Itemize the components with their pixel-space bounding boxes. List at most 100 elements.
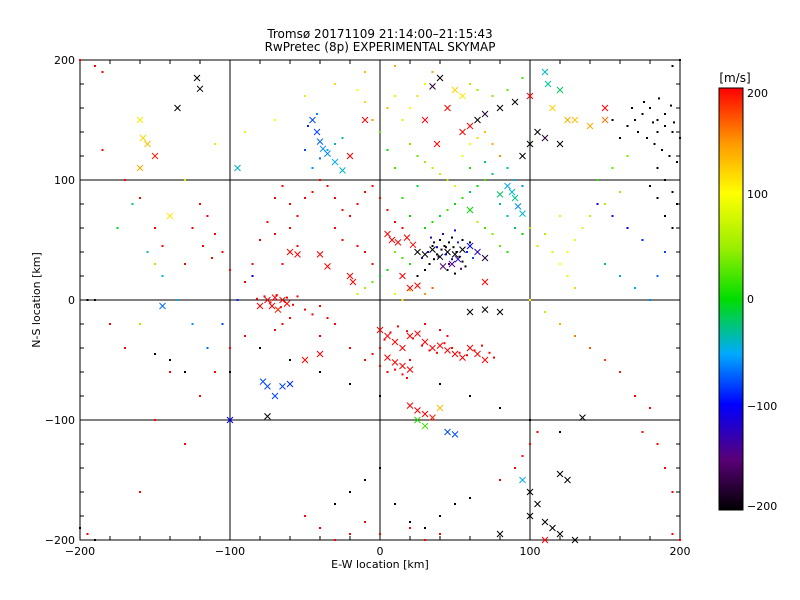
data-point-dot: [488, 351, 491, 354]
data-point-dot: [371, 185, 374, 187]
data-point-dot: [275, 294, 278, 297]
data-point-dot: [131, 203, 134, 205]
data-point-dot: [364, 191, 366, 193]
data-point-dot: [379, 197, 381, 199]
data-point-dot: [448, 263, 450, 265]
data-point-dot: [281, 185, 284, 187]
data-point-dot: [634, 395, 636, 397]
data-point-cross: [414, 416, 421, 424]
data-point-dot: [451, 347, 453, 349]
data-point-dot: [401, 227, 404, 229]
data-point-dot: [536, 245, 539, 247]
data-point-cross: [511, 194, 519, 202]
data-point-cross: [414, 248, 421, 256]
data-point-dot: [289, 227, 291, 229]
data-point-cross: [496, 308, 504, 316]
data-point-dot: [445, 253, 447, 256]
data-point-cross: [549, 104, 556, 112]
data-point-cross: [444, 428, 451, 436]
data-point-dot: [428, 349, 431, 352]
data-point-cross: [444, 347, 451, 354]
data-point-dot: [86, 533, 89, 535]
data-point-dot: [619, 371, 621, 373]
data-point-dot: [652, 121, 654, 124]
data-point-dot: [139, 197, 141, 199]
data-points: [79, 59, 681, 544]
data-point-dot: [319, 371, 321, 373]
data-point-dot: [472, 257, 474, 259]
data-point-cross: [601, 116, 609, 124]
data-point-dot: [296, 215, 299, 217]
data-point-cross: [403, 234, 411, 241]
data-point-dot: [529, 227, 531, 229]
data-point-dot: [124, 347, 126, 349]
data-point-dot: [626, 125, 629, 127]
data-point-cross: [481, 278, 489, 286]
data-point-cross: [346, 152, 354, 160]
data-point-dot: [409, 289, 411, 292]
data-point-dot: [679, 137, 681, 139]
data-point-dot: [416, 185, 419, 187]
data-point-dot: [566, 251, 569, 253]
data-point-dot: [469, 191, 471, 193]
data-point-dot: [506, 89, 509, 91]
data-point-dot: [469, 167, 471, 169]
data-point-dot: [319, 157, 321, 160]
data-point-dot: [274, 329, 276, 331]
data-point-dot: [281, 263, 284, 265]
data-point-cross: [384, 332, 391, 340]
data-point-cross: [564, 476, 571, 484]
data-point-dot: [383, 338, 386, 341]
data-point-dot: [244, 335, 246, 337]
data-point-dot: [379, 131, 381, 133]
data-point-dot: [559, 431, 561, 433]
data-point-dot: [334, 503, 336, 505]
data-point-dot: [544, 233, 546, 235]
data-point-dot: [412, 337, 414, 340]
data-point-dot: [658, 97, 660, 100]
data-point-dot: [280, 306, 282, 309]
data-point-dot: [356, 89, 359, 91]
data-point-cross: [406, 366, 414, 373]
data-point-cross: [526, 92, 534, 100]
data-point-dot: [436, 253, 438, 256]
x-tick-label: −100: [215, 545, 245, 558]
data-point-cross: [474, 350, 481, 358]
y-tick-label: −100: [45, 414, 75, 427]
data-point-dot: [424, 539, 426, 541]
chart-subtitle: RwPretec (8p) EXPERIMENTAL SKYMAP: [265, 40, 496, 54]
data-point-dot: [589, 215, 591, 217]
data-point-dot: [643, 101, 645, 103]
data-point-cross: [571, 536, 579, 544]
data-point-dot: [506, 167, 509, 169]
data-point-dot: [671, 227, 674, 229]
data-point-dot: [671, 65, 674, 67]
data-point-dot: [626, 227, 629, 229]
data-point-dot: [641, 239, 644, 241]
data-point-dot: [184, 263, 186, 265]
data-point-cross: [136, 164, 144, 172]
data-point-cross: [388, 236, 396, 244]
data-point-dot: [371, 119, 374, 121]
data-point-cross: [556, 140, 564, 148]
data-point-cross: [526, 140, 534, 148]
data-point-dot: [521, 185, 524, 187]
data-point-dot: [491, 233, 494, 235]
data-point-dot: [604, 359, 606, 361]
data-point-dot: [499, 203, 501, 205]
data-point-dot: [484, 179, 486, 181]
x-tick-label: 0: [377, 545, 384, 558]
data-point-cross: [166, 212, 174, 220]
y-tick-label: 200: [54, 54, 75, 67]
data-point-dot: [319, 527, 321, 529]
data-point-dot: [334, 143, 336, 145]
data-point-cross: [459, 92, 466, 100]
data-point-dot: [304, 95, 306, 97]
data-point-dot: [566, 275, 569, 277]
data-point-cross: [451, 86, 459, 94]
data-point-cross: [541, 68, 549, 76]
data-point-dot: [214, 371, 216, 373]
data-point-dot: [424, 527, 426, 529]
data-point-dot: [397, 325, 399, 328]
